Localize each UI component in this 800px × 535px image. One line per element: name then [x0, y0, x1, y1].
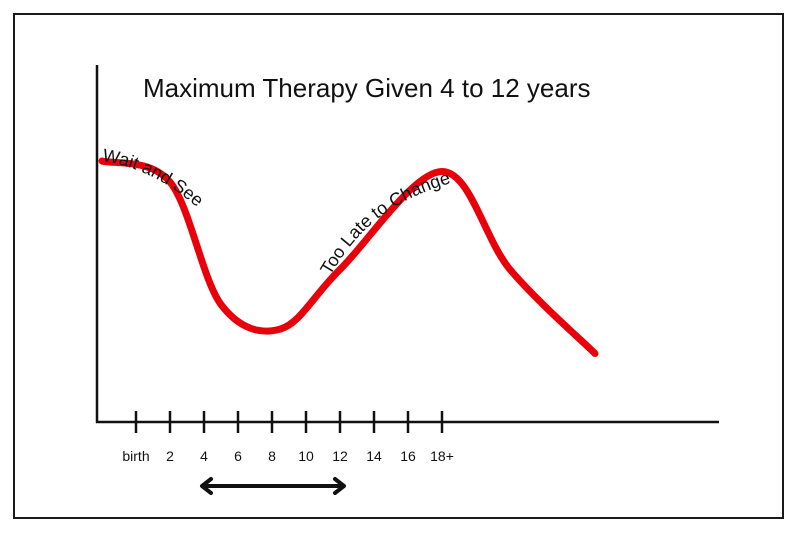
range-indicator-arrow [200, 477, 346, 495]
chart-frame [13, 13, 784, 519]
x-tick-label-2: 4 [200, 448, 208, 464]
series-line [98, 157, 599, 357]
x-tick-label-3: 6 [234, 448, 242, 464]
x-tick-label-7: 14 [366, 448, 382, 464]
chart-title: Maximum Therapy Given 4 to 12 years [143, 73, 590, 103]
x-tick-label-6: 12 [332, 448, 348, 464]
x-tick-label-8: 16 [400, 448, 416, 464]
x-tick-label-1: 2 [166, 448, 174, 464]
x-ticks [134, 411, 444, 433]
x-tick-label-5: 10 [298, 448, 314, 464]
x-tick-label-4: 8 [268, 448, 276, 464]
x-tick-label-0: birth [122, 448, 149, 464]
annotation-wait-and-see: Wait and See [101, 145, 207, 210]
x-tick-label-9: 18+ [430, 448, 454, 464]
x-tick-labels: birth 2 4 6 8 10 12 14 16 18+ [122, 448, 453, 464]
